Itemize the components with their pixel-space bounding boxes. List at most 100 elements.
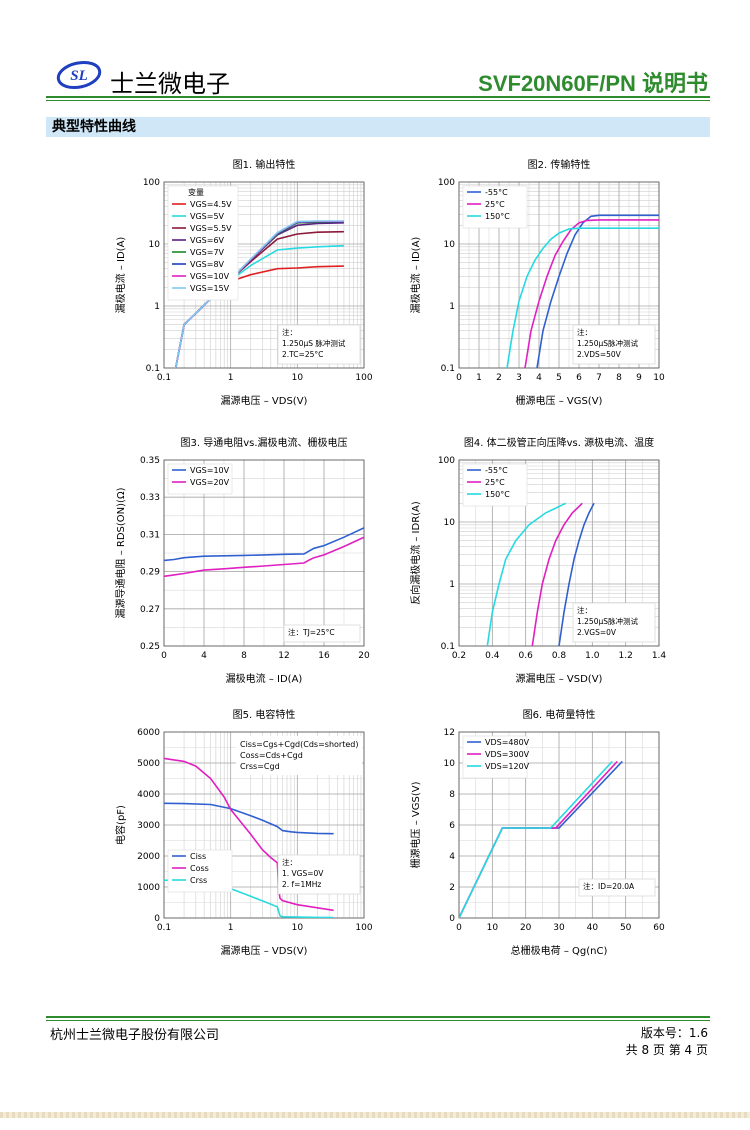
legend-label: VGS=8V [190,260,225,269]
legend-box [167,463,233,495]
series-line-25c [524,219,659,368]
chart-title: 图5. 电容特性 [233,708,296,721]
footer-company: 杭州士兰微电子股份有限公司 [50,1028,220,1043]
footer-version: 版本号：1.6 [640,1026,708,1040]
x-tick-label: 0.2 [452,651,466,661]
x-tick-label: 50 [620,923,632,933]
chart-title: 图4. 体二极管正向压降vs. 源极电流、温度 [464,436,654,449]
y-tick-label: 0 [449,914,455,924]
plot-frame [163,731,365,919]
y-tick-label: 3000 [137,821,160,831]
x-tick-label: 1 [228,923,234,933]
note-line: 2.VDS=50V [577,350,622,359]
legend-label: VGS=7V [190,248,225,257]
y-tick-label: 1 [449,580,455,590]
y-tick-label: 0.1 [441,642,455,652]
legend: 变量 VGS=4.5V VGS=5V VGS=5.5V VGS=6V VGS=7V VGS=… [167,185,239,301]
y-tick-label: 8 [449,790,455,800]
x-axis-label: 栅源电压 – VGS(V) [516,394,603,407]
plot-frame [458,731,660,919]
series-line-150c [506,227,659,368]
header-divider-thin [46,100,710,101]
footer-divider [46,1016,710,1018]
y-tick-label: 10 [149,240,161,250]
legend-label: VDS=300V [485,750,530,759]
x-tick-label: 0.8 [552,651,567,661]
chart-title: 图6. 电荷量特性 [523,708,596,721]
legend-box [462,185,528,229]
legend-box [167,185,239,301]
legend: -55°C 25°C 150°C [462,463,528,507]
formula-line: Ciss=Cgs+Cgd(Cds=shorted) [240,740,358,749]
legend-label: Crss [190,876,207,885]
x-tick-label: 8 [241,651,247,661]
series-line-vgs20v [164,536,364,578]
y-tick-label: 10 [444,518,456,528]
chart-title: 图3. 导通电阻vs.漏极电流、栅极电压 [180,436,347,449]
x-axis-label: 漏极电流 – ID(A) [226,672,303,685]
y-tick-label: 0.27 [140,605,160,615]
note-box [578,878,656,897]
x-tick-label: 0.4 [485,651,500,661]
y-tick-label: 5000 [137,759,160,769]
bottom-band [0,1112,750,1118]
plot-frame [163,459,365,647]
legend-label: 150°C [485,212,510,221]
x-tick-label: 10 [487,923,499,933]
legend-label: -55°C [485,466,508,475]
logo-text: SL [70,68,88,84]
note-line: 注： [577,605,592,615]
y-tick-label: 100 [438,178,455,188]
footer-pages: 共 8 页 第 4 页 [625,1043,708,1057]
y-tick-label: 1 [154,302,160,312]
note-box [277,854,361,895]
legend-label: VGS=10V [190,272,230,281]
y-tick-label: 10 [444,759,456,769]
legend-box [462,463,528,507]
legend-label: VGS=20V [190,478,230,487]
legend-label: VDS=480V [485,738,530,747]
y-tick-label: 6000 [137,728,160,738]
x-tick-label: 5 [556,373,562,383]
note-line: 注： [282,327,297,337]
legend-label: 25°C [485,200,505,209]
x-tick-label: 8 [616,373,622,383]
legend-label: 150°C [485,490,510,499]
figure-2-transfer-characteristics: 图2. 传输特性 0 1 2 3 4 5 6 7 8 9 10 0.1 1 10 100 -55°C 25°C 15… [409,158,665,407]
x-tick-label: 3 [516,373,522,383]
note-line: 注： [282,857,297,867]
series-line-coss [164,757,334,912]
y-tick-label: 4000 [137,790,160,800]
series-line-ciss [164,802,334,835]
y-tick-label: 2 [449,883,455,893]
x-tick-label: 10 [653,373,665,383]
legend-label: Ciss [190,852,206,861]
legend-title: 变量 [188,187,204,197]
y-tick-label: 100 [143,178,160,188]
series-line-vgs15v [174,220,344,368]
x-tick-label: 4 [201,651,207,661]
legend: VDS=480V VDS=300V VDS=120V [462,735,530,779]
x-tick-label: 30 [553,923,565,933]
legend: -55°C 25°C 150°C [462,185,528,229]
y-tick-label: 0 [154,914,160,924]
note-box [277,324,361,365]
series-line-vds120v [459,760,613,918]
legend-label: VGS=5.5V [190,224,232,233]
series-line-150c [486,502,567,646]
section-title: 典型特性曲线 [46,117,710,137]
note-box [572,324,656,365]
x-tick-label: 0.1 [157,373,171,383]
legend-label: VGS=5V [190,212,225,221]
x-tick-label: 9 [636,373,642,383]
x-tick-label: 60 [653,923,665,933]
company-logo: SL [56,60,102,90]
chart-title: 图2. 传输特性 [528,158,591,171]
series-line-vgs10v [164,527,364,562]
legend-label: VGS=10V [190,466,230,475]
formula-line: Crss=Cgd [240,762,280,771]
formula-box [236,736,362,775]
note-line: 1.250μS脉冲测试 [577,616,639,626]
